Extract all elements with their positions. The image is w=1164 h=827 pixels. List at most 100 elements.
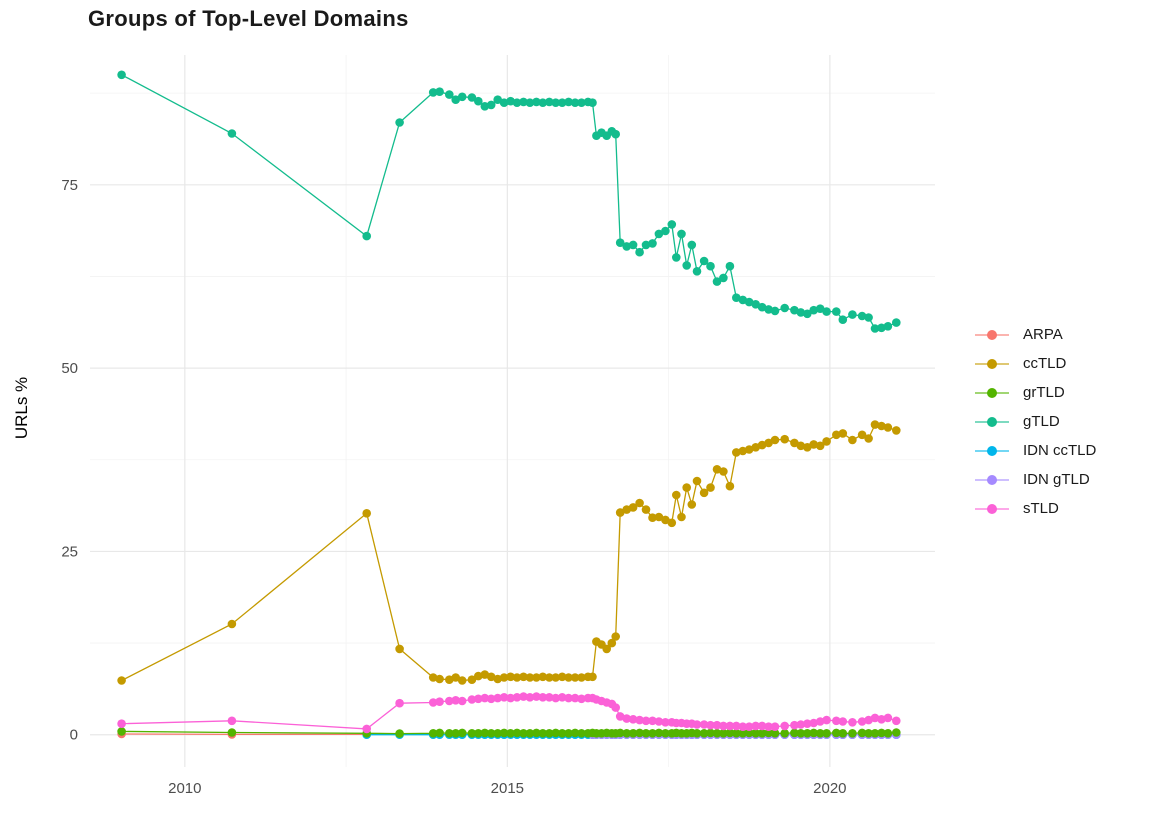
x-tick-label: 2020 [813, 780, 846, 797]
legend-key-icon [975, 329, 1009, 341]
data-point [622, 714, 631, 723]
data-point [719, 721, 728, 731]
data-point [809, 440, 818, 449]
data-point [564, 729, 573, 738]
data-point [732, 729, 741, 738]
data-point [545, 729, 554, 738]
data-point [635, 715, 644, 725]
data-point [480, 693, 490, 703]
data-point [480, 728, 490, 738]
data-point [699, 720, 709, 729]
data-point [519, 97, 528, 107]
data-point [719, 729, 728, 738]
data-point [809, 718, 818, 728]
data-point [822, 715, 831, 725]
data-point [780, 729, 789, 738]
data-point [738, 722, 748, 731]
data-point [551, 728, 560, 738]
data-point [474, 694, 483, 704]
legend-key-icon [975, 416, 1009, 428]
data-point [538, 693, 548, 702]
data-point [622, 729, 631, 738]
data-point [538, 729, 548, 738]
data-point [764, 438, 773, 448]
data-point [838, 729, 848, 738]
data-point [457, 92, 467, 102]
data-point [838, 429, 848, 438]
data-point [557, 98, 567, 107]
data-point [607, 638, 617, 648]
data-point [744, 728, 754, 738]
data-point [757, 729, 767, 738]
data-point [883, 423, 893, 432]
series-line-gtld [121, 74, 897, 330]
data-point [545, 673, 554, 682]
data-point [532, 97, 541, 107]
data-point [641, 716, 651, 726]
data-point [641, 729, 651, 738]
data-point [764, 722, 773, 731]
legend-label: ccTLD [1023, 355, 1067, 372]
data-point [117, 719, 126, 728]
data-point [474, 671, 483, 681]
data-point [770, 435, 780, 445]
data-point [532, 673, 541, 682]
data-point [519, 692, 528, 701]
series-line-cctld [121, 423, 897, 682]
data-point [832, 728, 841, 738]
data-point [832, 716, 841, 726]
data-point [870, 729, 880, 738]
data-point [780, 721, 789, 731]
data-point [467, 93, 477, 102]
data-point [570, 673, 580, 682]
data-point [628, 240, 638, 250]
data-point [538, 672, 548, 682]
data-point [822, 307, 831, 316]
data-point [770, 306, 780, 316]
data-point [692, 720, 702, 729]
data-point [486, 729, 496, 738]
data-point [706, 261, 715, 271]
data-point [519, 729, 528, 738]
data-point [457, 696, 467, 706]
data-point [395, 729, 404, 738]
legend-item-cctld: ccTLD [975, 349, 1096, 378]
data-point [641, 240, 651, 250]
data-point [790, 438, 799, 448]
data-point [445, 696, 454, 706]
data-point [512, 673, 522, 682]
data-point [570, 98, 580, 107]
data-point [883, 322, 893, 331]
legend-key-icon [975, 474, 1009, 486]
data-point [757, 302, 767, 312]
data-point [848, 718, 857, 727]
data-point [892, 728, 901, 737]
data-point [661, 729, 670, 738]
y-tick-label: 50 [61, 360, 78, 377]
data-point [551, 673, 560, 682]
data-point [435, 87, 444, 96]
data-point [712, 720, 722, 730]
data-point [744, 445, 754, 454]
data-point [757, 440, 767, 450]
data-point [564, 97, 573, 107]
data-point [803, 719, 812, 728]
data-point [790, 728, 799, 738]
data-point [719, 273, 728, 283]
data-point [719, 467, 728, 476]
data-point [117, 70, 126, 80]
data-point [486, 694, 496, 704]
data-point [725, 721, 735, 731]
legend-item-idn-gtld: IDN gTLD [975, 465, 1096, 494]
data-point [809, 305, 818, 315]
data-point [451, 95, 461, 104]
data-point [883, 729, 893, 738]
data-point [611, 703, 620, 712]
data-point [588, 672, 597, 682]
data-point [635, 728, 644, 738]
data-point [577, 694, 586, 704]
data-point [577, 673, 586, 682]
legend-label: ARPA [1023, 326, 1063, 343]
data-point [661, 718, 670, 727]
data-point [538, 98, 548, 107]
